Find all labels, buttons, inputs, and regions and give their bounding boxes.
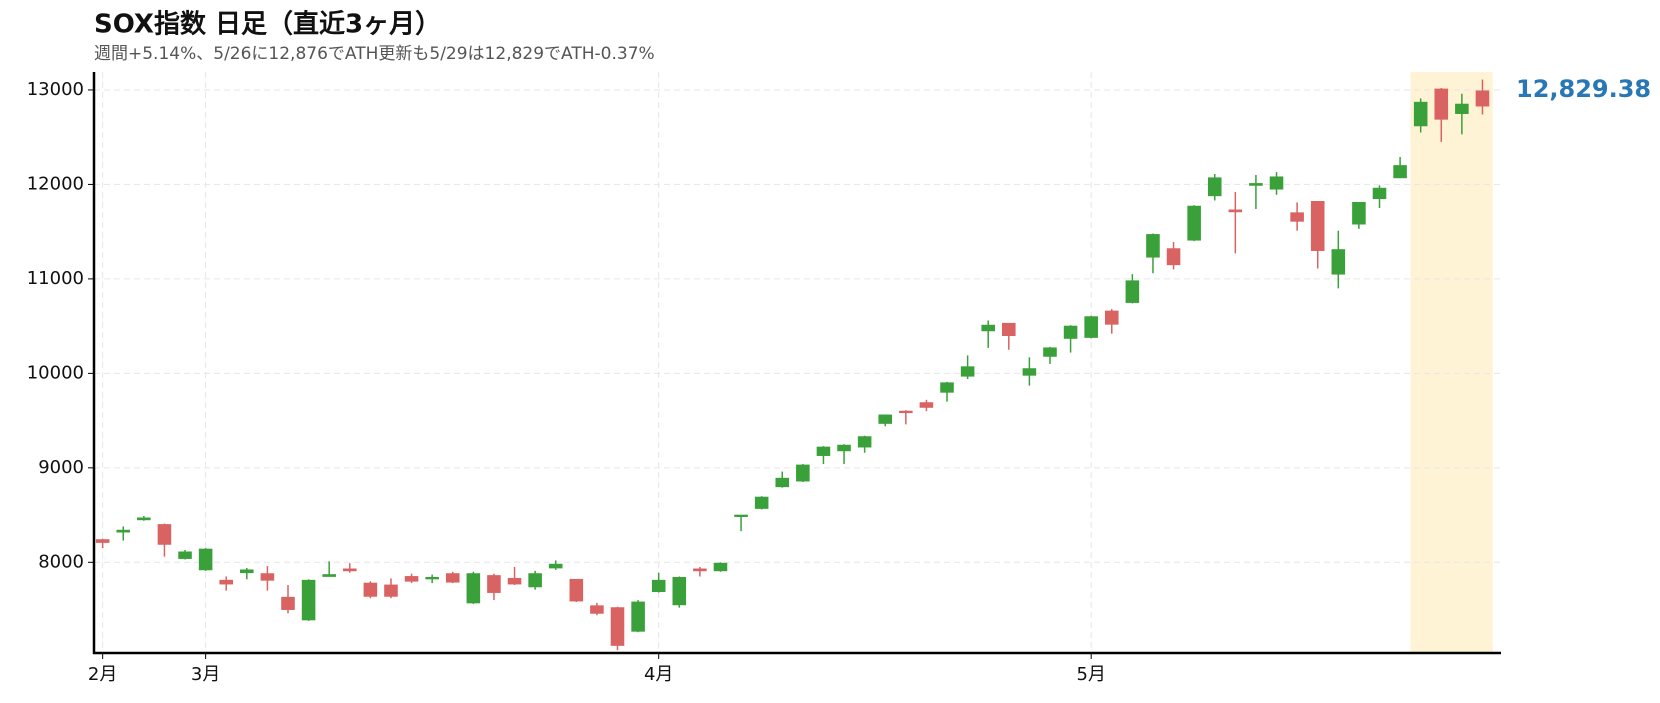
candle-body <box>1290 212 1304 222</box>
candle-body <box>960 366 975 377</box>
x-tick-label: 2月 <box>88 664 117 685</box>
y-tick-label: 12000 <box>27 173 84 194</box>
candle-body <box>1434 88 1449 120</box>
candle-body <box>548 563 563 569</box>
candle-body <box>281 596 295 610</box>
y-tick-label: 10000 <box>27 362 84 383</box>
candle-body <box>322 574 336 577</box>
candle-body <box>116 529 131 533</box>
candle-body <box>857 436 872 448</box>
candle-body <box>1022 368 1037 376</box>
candle-body <box>425 577 439 580</box>
y-tick-label: 11000 <box>27 268 84 289</box>
candle-body <box>1249 183 1263 186</box>
highlight-region <box>1410 72 1493 653</box>
candle-body <box>1104 310 1119 325</box>
candle-body <box>528 573 542 588</box>
candle-body <box>1166 248 1181 266</box>
candle-body <box>260 573 275 581</box>
candle-body <box>1455 103 1469 114</box>
candle-body <box>1331 249 1346 275</box>
candle-body <box>137 517 151 521</box>
y-tick-label: 8000 <box>38 551 84 572</box>
candle-body <box>384 584 398 597</box>
candle-body <box>837 444 851 452</box>
candle-body <box>1207 177 1222 197</box>
candle-body <box>466 573 481 604</box>
candle-body <box>404 576 419 582</box>
candle-body <box>878 414 893 424</box>
chart-subtitle: 週間+5.14%、5/26に12,876でATH更新も5/29は12,829でA… <box>94 44 655 64</box>
candle-body <box>569 578 584 602</box>
candle-body <box>157 524 172 545</box>
last-price-label: 12,829.38 <box>1516 75 1651 103</box>
candle-body <box>754 496 769 509</box>
candle-body <box>1269 176 1284 190</box>
candle-body <box>95 539 110 543</box>
candle-body <box>1002 322 1016 336</box>
x-tick-label: 5月 <box>1076 664 1105 685</box>
candle-body <box>487 575 501 593</box>
candle-body <box>178 551 192 559</box>
candle-body <box>713 562 728 572</box>
chart-title: SOX指数 日足（直近3ヶ月） <box>94 10 441 40</box>
candle-body <box>1125 280 1140 303</box>
candle-body <box>940 382 954 393</box>
candle-body <box>899 410 913 414</box>
candle-body <box>1372 187 1387 199</box>
candle-body <box>1228 209 1243 213</box>
candle-body <box>198 548 213 571</box>
candle-body <box>610 607 625 646</box>
candle-body <box>981 324 995 332</box>
candle-body <box>240 569 254 574</box>
x-tick-label: 4月 <box>644 664 673 685</box>
candle-body <box>693 568 707 572</box>
candle-body <box>1146 234 1160 258</box>
candle-body <box>363 582 378 597</box>
candle-body <box>1043 347 1057 357</box>
candle-body <box>734 514 748 517</box>
candle-body <box>651 579 666 592</box>
candle-body <box>1063 325 1078 339</box>
candle-body <box>775 477 790 488</box>
candle-body <box>342 568 357 572</box>
x-tick-label: 3月 <box>191 664 220 685</box>
candle-body <box>796 464 810 482</box>
candle-body <box>672 577 687 606</box>
candle-body <box>1187 205 1201 241</box>
candle-body <box>1413 101 1428 127</box>
candle-body <box>1475 90 1490 107</box>
candle-body <box>631 601 645 632</box>
y-tick-label: 9000 <box>38 457 84 478</box>
candle-body <box>1084 316 1098 338</box>
candle-body <box>1393 165 1407 179</box>
candle-body <box>590 605 604 614</box>
candle-body <box>219 579 233 585</box>
candle-body <box>816 446 831 456</box>
candle-body <box>301 579 316 621</box>
candle-body <box>1310 201 1325 251</box>
candle-body <box>507 577 522 585</box>
candle-body <box>445 573 460 583</box>
candle-body <box>1352 201 1366 225</box>
y-tick-label: 13000 <box>27 79 84 100</box>
candle-body <box>919 402 934 408</box>
